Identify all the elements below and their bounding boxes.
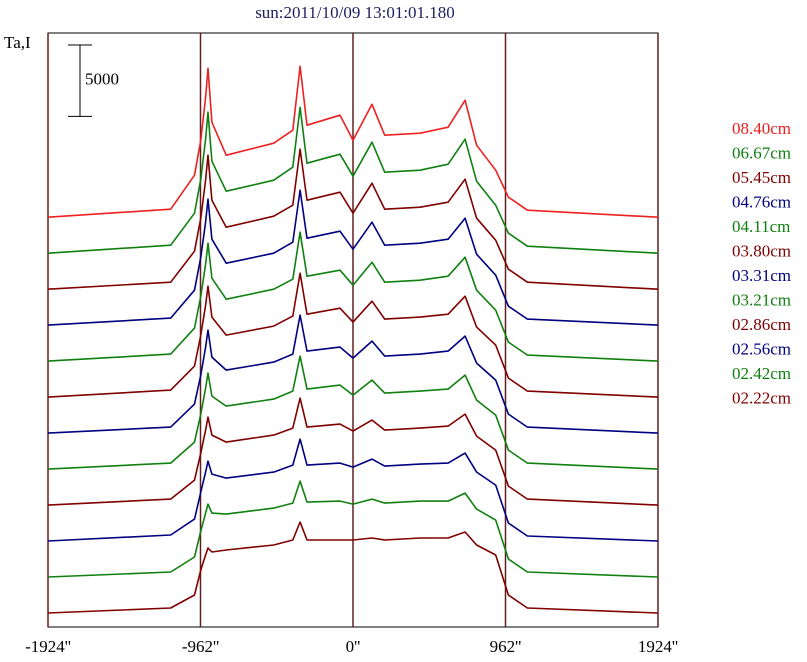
scale-bar-label: 5000 <box>85 70 119 89</box>
legend-label: 08.40cm <box>732 119 791 138</box>
series-line <box>47 106 659 254</box>
legend-label: 04.11cm <box>732 217 790 236</box>
series-line <box>47 521 659 614</box>
legend-label: 05.45cm <box>732 168 791 187</box>
legend-label: 03.21cm <box>732 290 791 309</box>
x-tick-label: -962'' <box>182 637 219 656</box>
y-axis-label: Ta,I <box>4 33 31 52</box>
legend-label: 04.76cm <box>732 192 791 211</box>
chart-title: sun:2011/10/09 13:01:01.180 <box>255 3 455 22</box>
series-line <box>47 189 659 326</box>
legend-label: 03.31cm <box>732 266 791 285</box>
legend-label: 02.86cm <box>732 315 791 334</box>
series-line <box>47 314 659 434</box>
legend-label: 06.67cm <box>732 143 791 162</box>
legend-label: 02.42cm <box>732 364 791 383</box>
x-tick-label: 1924'' <box>638 637 678 656</box>
series-line <box>47 272 659 398</box>
x-tick-label: 962'' <box>490 637 522 656</box>
legend-label: 03.80cm <box>732 241 791 260</box>
legend-label: 02.56cm <box>732 339 791 358</box>
x-tick-label: -1924'' <box>25 637 71 656</box>
series-line <box>47 148 659 290</box>
series-line <box>47 480 659 578</box>
series-line <box>47 397 659 506</box>
series-line <box>47 65 659 218</box>
series-line <box>47 438 659 542</box>
series-line <box>47 355 659 470</box>
series-line <box>47 231 659 362</box>
x-tick-label: 0'' <box>346 637 361 656</box>
legend-label: 02.22cm <box>732 388 791 407</box>
